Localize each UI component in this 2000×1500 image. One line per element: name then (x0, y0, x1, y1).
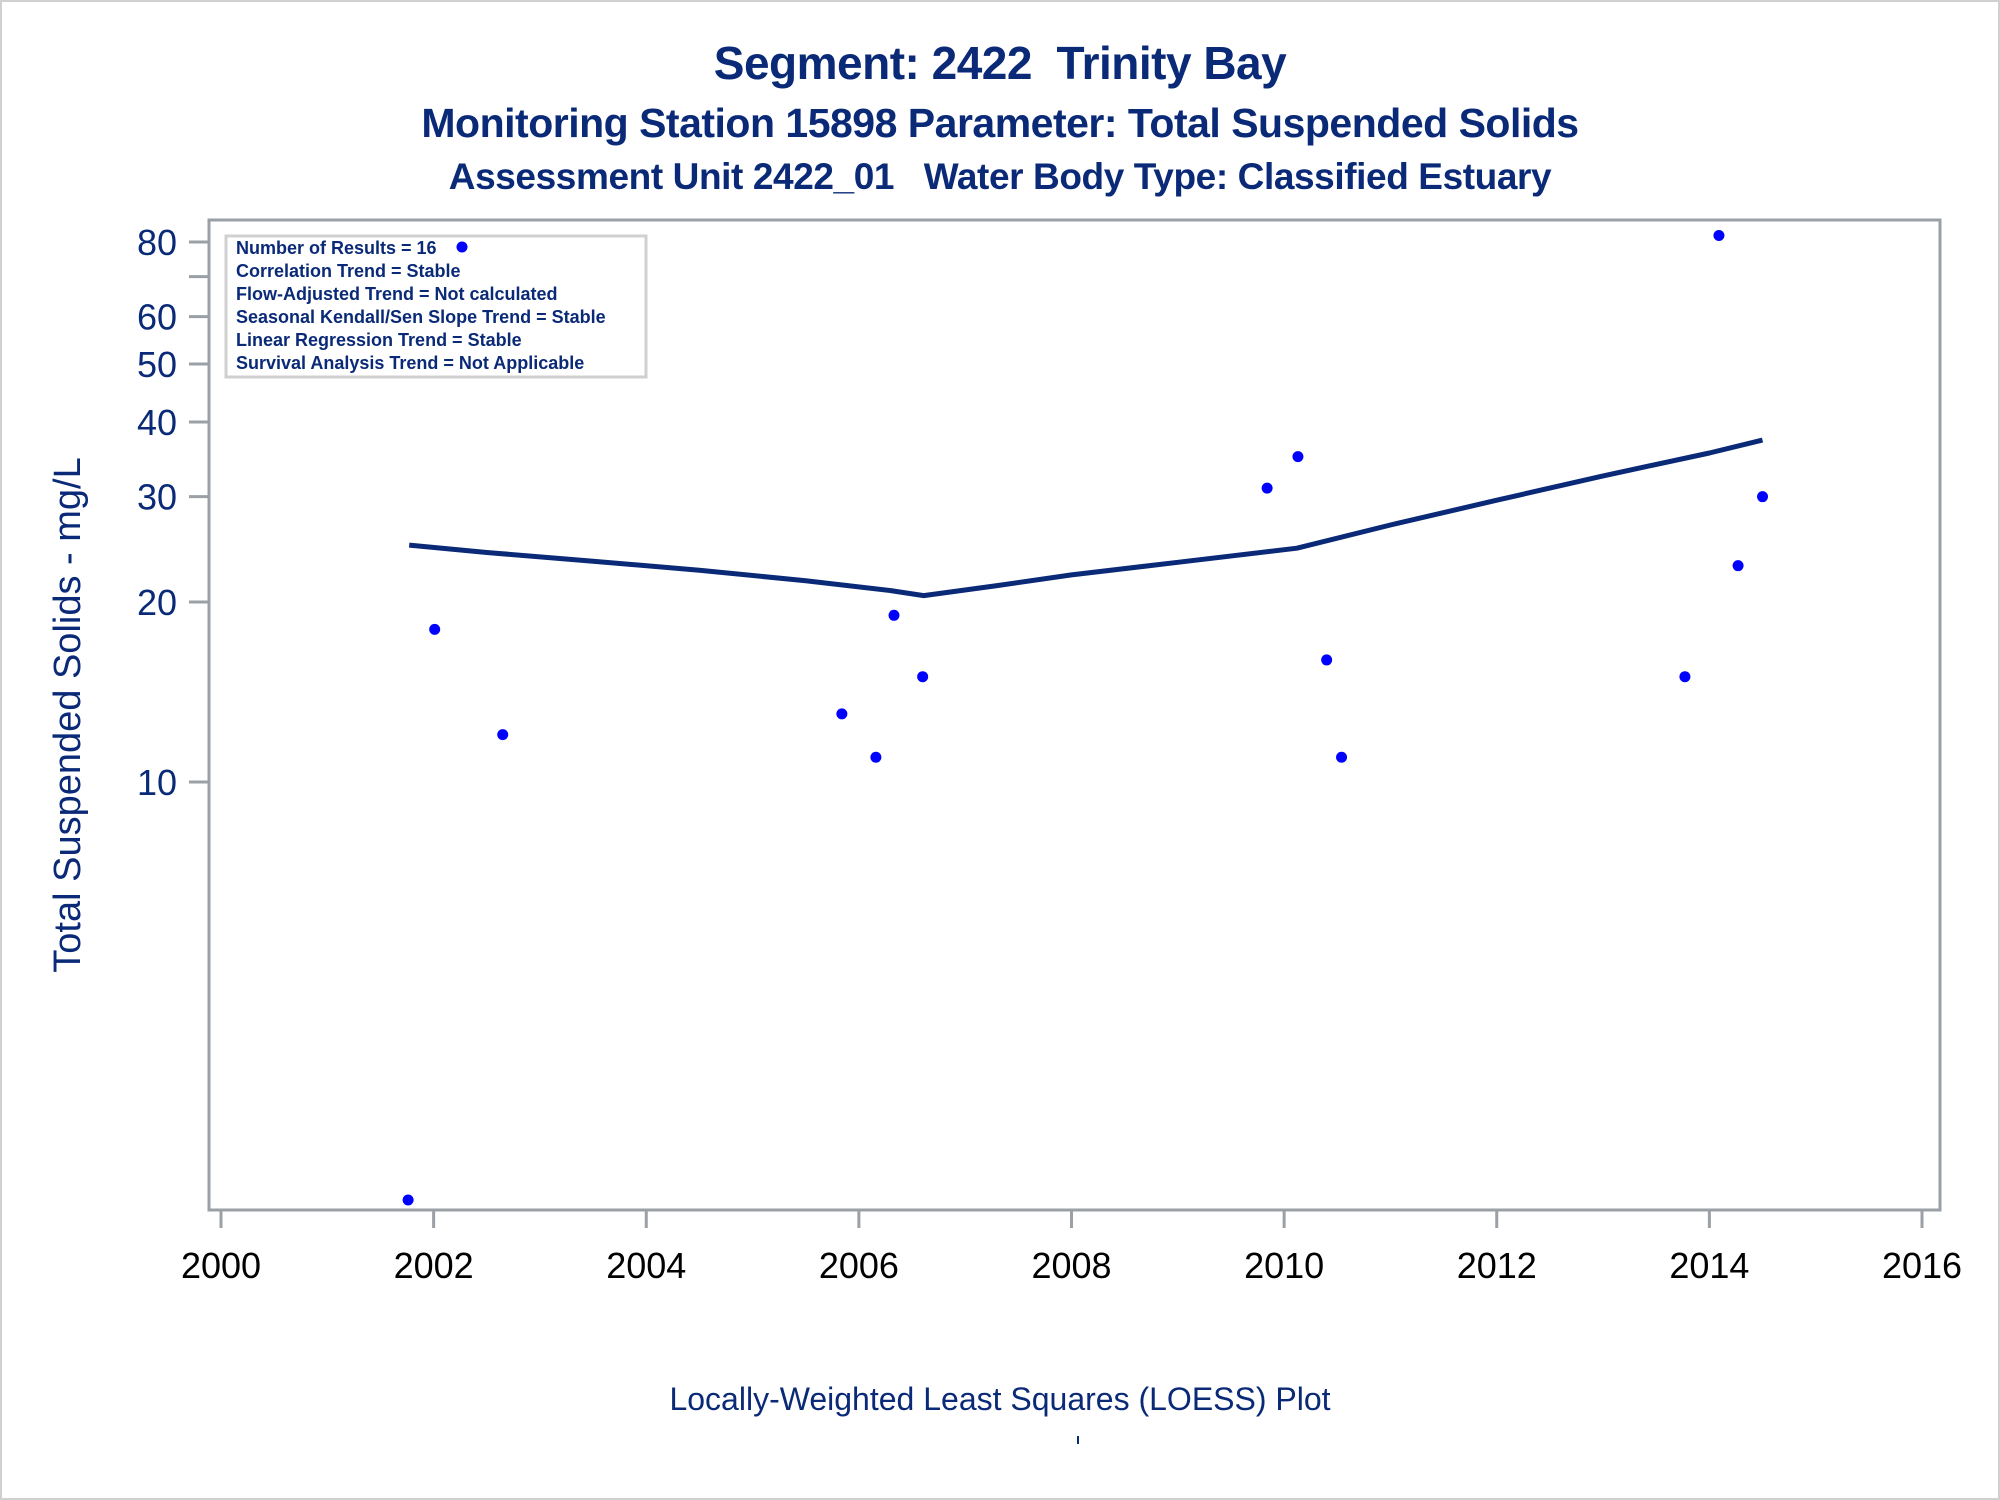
legend: Number of Results = 16 Correlation Trend … (224, 234, 648, 379)
legend-entry-4: Linear Regression Trend = Stable (236, 330, 522, 350)
legend-entry-0: Number of Results = 16 (236, 238, 437, 258)
x-tick-label-2002: 2002 (394, 1245, 474, 1286)
y-tick-label-50: 50 (137, 344, 177, 385)
data-point-10 (1321, 654, 1333, 666)
chart-subtitle: Monitoring Station 15898 Parameter: Tota… (421, 100, 1579, 146)
data-point-12 (1679, 671, 1691, 683)
data-point-5 (870, 751, 882, 763)
data-point-7 (917, 671, 929, 683)
data-point-11 (1336, 751, 1348, 763)
data-point-8 (1261, 482, 1273, 494)
y-axis-label: Total Suspended Solids - mg/L (47, 457, 89, 972)
x-tick-label-2012: 2012 (1457, 1245, 1537, 1286)
data-point-9 (1292, 451, 1304, 463)
chart-title: Segment: 2422 Trinity Bay (713, 37, 1287, 89)
data-point-6 (888, 609, 900, 621)
data-point-4 (836, 708, 848, 720)
y-tick-label-10: 10 (137, 762, 177, 803)
y-tick-label-60: 60 (137, 297, 177, 338)
data-point-0 (402, 1194, 414, 1206)
y-tick-label-30: 30 (137, 477, 177, 518)
x-tick-label-2008: 2008 (1031, 1245, 1111, 1286)
legend-entry-5: Survival Analysis Trend = Not Applicable (236, 353, 584, 373)
plot-frame (207, 218, 1942, 1212)
x-tick-label-2014: 2014 (1669, 1245, 1749, 1286)
y-tick-label-40: 40 (137, 402, 177, 443)
loess-layer (408, 437, 1764, 599)
y-tick-label-20: 20 (137, 582, 177, 623)
footnote-caption: Locally-Weighted Least Squares (LOESS) P… (669, 1381, 1331, 1417)
legend-entry-3: Seasonal Kendall/Sen Slope Trend = Stabl… (236, 307, 606, 327)
data-point-13 (1713, 230, 1725, 242)
legend-marker-icon (456, 241, 468, 253)
loess-line (408, 437, 1764, 599)
data-point-3 (497, 729, 509, 741)
x-tick-label-2010: 2010 (1244, 1245, 1324, 1286)
legend-entry-2: Flow-Adjusted Trend = Not calculated (236, 284, 558, 304)
x-tick-label-2004: 2004 (606, 1245, 686, 1286)
legend-entry-1: Correlation Trend = Stable (236, 261, 461, 281)
data-point-15 (1757, 491, 1769, 503)
x-tick-label-2000: 2000 (181, 1245, 261, 1286)
x-tick-label-2016: 2016 (1882, 1245, 1962, 1286)
footnote-tick-mark (1077, 1436, 1079, 1444)
data-point-1 (429, 623, 441, 635)
y-tick-label-80: 80 (137, 222, 177, 263)
legend-box (224, 234, 648, 379)
axes: 2000 2002 2004 2006 2008 2010 2012 2014 2016 10 20… (137, 218, 1962, 1286)
chart-subtitle-2: Assessment Unit 2422_01 Water Body Type:… (448, 156, 1552, 197)
x-tick-label-2006: 2006 (819, 1245, 899, 1286)
data-point-14 (1732, 560, 1744, 572)
